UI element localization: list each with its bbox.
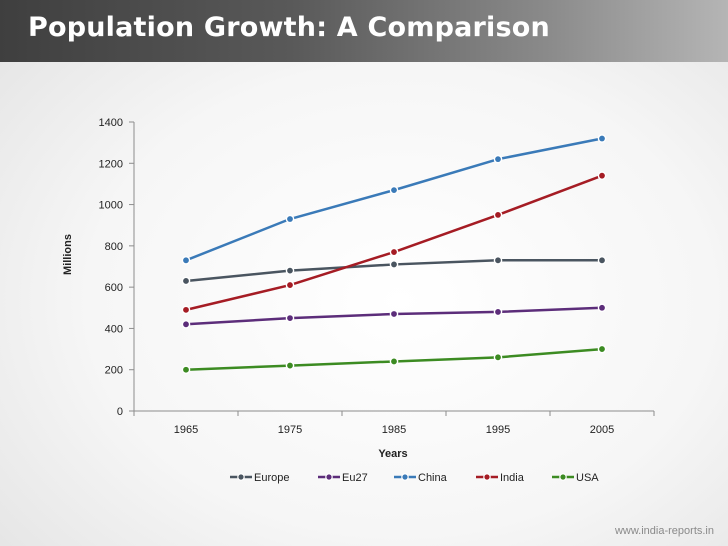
data-point-usa	[181, 365, 191, 375]
data-point-india	[597, 171, 607, 180]
legend-marker-europe	[237, 473, 245, 481]
data-point-eu27	[597, 303, 607, 313]
legend-label-europe: Europe	[254, 472, 289, 484]
data-point-eu27	[285, 313, 295, 323]
page-title: Population Growth: A Comparison	[28, 12, 550, 43]
y-tick-label: 1000	[99, 200, 123, 212]
legend-label-usa: USA	[576, 472, 599, 484]
data-point-eu27	[181, 319, 191, 329]
data-point-china	[597, 134, 607, 143]
x-tick-label: 1975	[278, 424, 302, 436]
series-line-india	[185, 174, 603, 312]
data-point-europe	[597, 256, 607, 265]
y-tick-label: 600	[105, 282, 123, 294]
legend-marker-usa	[559, 473, 567, 481]
data-point-europe	[285, 266, 295, 275]
data-point-china	[389, 185, 399, 195]
data-point-india	[493, 210, 503, 220]
data-point-europe	[181, 276, 191, 286]
y-tick-label: 400	[105, 323, 123, 335]
x-tick-label: 2005	[590, 424, 614, 436]
data-point-eu27	[493, 307, 503, 317]
x-tick-label: 1985	[382, 424, 406, 436]
data-point-china	[285, 214, 295, 224]
data-point-usa	[493, 353, 503, 362]
data-point-europe	[389, 260, 399, 269]
legend-label-eu27: Eu27	[342, 472, 368, 484]
data-point-europe	[493, 256, 503, 265]
legend-label-china: China	[418, 472, 448, 484]
data-point-eu27	[389, 309, 399, 319]
data-point-usa	[597, 344, 607, 354]
legend-marker-eu27	[325, 473, 333, 481]
legend-marker-india	[483, 473, 491, 481]
data-point-china	[181, 256, 191, 265]
data-point-india	[181, 305, 191, 315]
x-axis-title: Years	[378, 448, 407, 460]
footer-url: www.india-reports.in	[614, 525, 714, 537]
y-tick-label: 800	[105, 241, 123, 253]
y-tick-label: 200	[105, 365, 123, 377]
legend-marker-china	[401, 473, 409, 481]
x-tick-label: 1965	[174, 424, 198, 436]
data-point-china	[493, 154, 503, 164]
legend-label-india: India	[500, 472, 525, 484]
x-tick-label: 1995	[486, 424, 510, 436]
y-axis-title: Millions	[62, 234, 74, 275]
data-point-usa	[285, 361, 295, 370]
title-bar: Population Growth: A Comparison	[0, 0, 728, 62]
data-point-india	[285, 280, 295, 290]
data-point-india	[389, 247, 399, 257]
y-tick-label: 0	[117, 406, 123, 418]
y-tick-label: 1400	[99, 117, 123, 129]
data-point-usa	[389, 357, 399, 366]
y-tick-label: 1200	[99, 158, 123, 170]
